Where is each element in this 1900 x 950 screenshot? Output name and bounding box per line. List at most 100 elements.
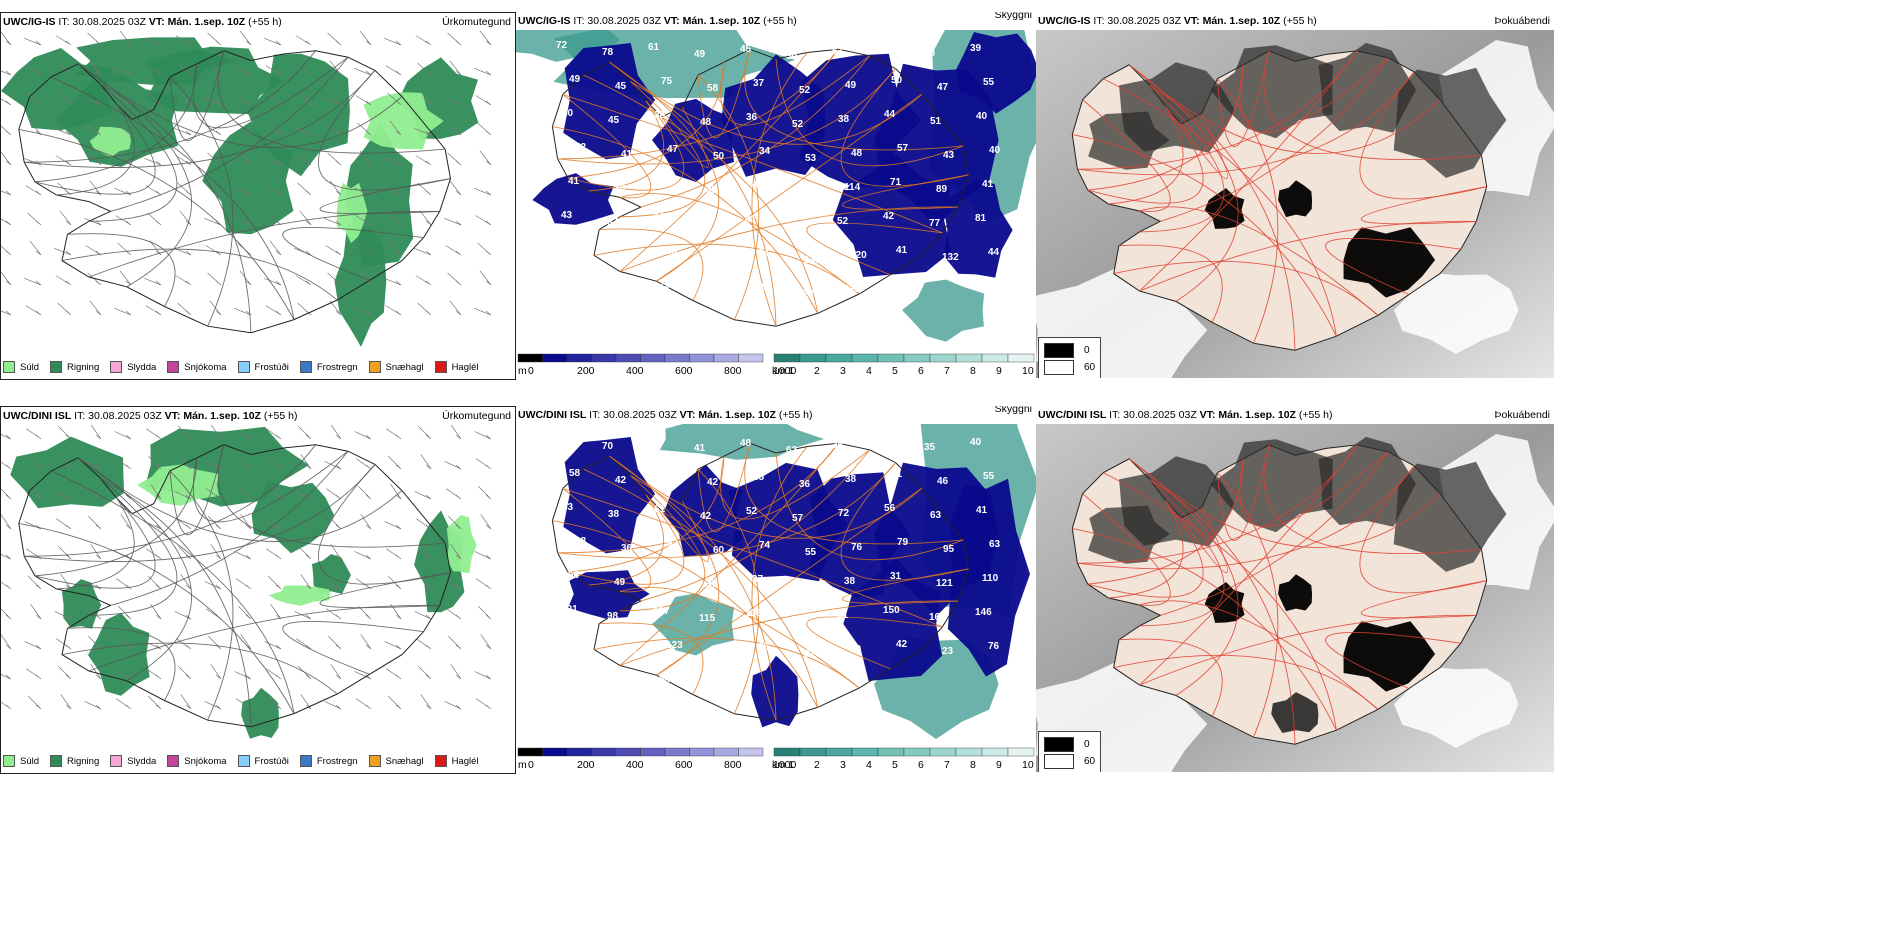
road-line [630, 475, 777, 721]
road-line [609, 455, 720, 676]
wind-barb [177, 182, 192, 196]
cloud-map [516, 30, 1036, 352]
ceiling-colorbar-step [615, 747, 641, 757]
legend-swatch [299, 361, 312, 373]
model-name: UWC/IG-IS [1038, 15, 1091, 27]
road-line [619, 443, 839, 666]
ceiling-value-label: 40 [752, 180, 764, 191]
wind-barb [358, 486, 372, 500]
wind-barb [448, 516, 462, 530]
wind-barb [144, 277, 162, 286]
road-line [806, 222, 943, 276]
visibility-unit: km [772, 759, 786, 771]
wind-barb [27, 212, 42, 226]
ceiling-value-label: 39 [970, 43, 982, 54]
wind-barb [384, 641, 402, 650]
visibility-tick-label: 6 [918, 365, 924, 377]
legend-item: Snæhagl [368, 755, 424, 767]
ceiling-value-label: 48 [851, 148, 863, 159]
high-fog-index-area [1210, 439, 1333, 533]
wind-barb [1, 553, 12, 560]
low-ceiling-area [832, 154, 952, 277]
ceiling-value-label: 530 [843, 284, 860, 295]
road-line [1082, 99, 1171, 212]
road-line [1128, 64, 1239, 302]
wind-barb [238, 606, 252, 620]
visibility-tick-label: 1 [788, 365, 794, 377]
wind-barb [417, 62, 432, 76]
ceiling-value-label: 98 [607, 611, 619, 622]
road-line [1118, 638, 1223, 717]
road-line [775, 452, 964, 561]
wind-barb [208, 636, 222, 650]
wind-barb [295, 275, 312, 286]
visibility-tick-label: 7 [944, 365, 950, 377]
wind-barb [1, 488, 12, 500]
colorbars: m 0 200 400 600 800 1000 km 1 2 3 4 5 6 7 8 9 10 [516, 746, 1036, 772]
wind-barb [415, 35, 432, 46]
legend-item: Frostregn [299, 361, 358, 373]
wind-barb [26, 668, 42, 680]
road-line [1216, 472, 1279, 738]
fog-core-area [1204, 582, 1245, 623]
wind-barb [480, 634, 492, 650]
ceiling-value-label: 42 [707, 477, 719, 488]
low-visibility-area [516, 30, 621, 62]
visibility-colorbar-step [825, 353, 853, 363]
ceiling-value-label: 107 [653, 606, 670, 617]
wind-barb [28, 576, 42, 590]
legend-swatch [368, 361, 381, 373]
road-line [1263, 50, 1482, 161]
wind-barb [298, 426, 312, 440]
ceiling-value-label: 52 [799, 85, 811, 96]
wind-barb [60, 574, 72, 590]
road-line [24, 444, 316, 557]
road-line [61, 248, 338, 301]
visibility-colorbar-step [1007, 747, 1035, 757]
legend-swatch [299, 755, 312, 767]
wind-barb [54, 247, 72, 256]
road-line [319, 178, 451, 215]
road-line [1216, 78, 1279, 344]
road-line [18, 128, 295, 320]
road-line [282, 227, 424, 281]
ceiling-value-label: 42 [700, 511, 712, 522]
wind-barb [239, 31, 252, 46]
legend-label: Frostregn [316, 755, 358, 767]
high-fog-index-area [1393, 461, 1507, 572]
wind-barb [1, 151, 12, 166]
road-line [552, 126, 818, 314]
road-line [751, 52, 808, 327]
road-line [1239, 451, 1389, 528]
wind-barb [86, 488, 102, 500]
ceiling-value-label: 37 [706, 579, 718, 590]
road-line [840, 462, 969, 581]
wind-barb [178, 666, 192, 680]
fog-legend-label: 60 [1084, 362, 1096, 373]
road-line [552, 520, 818, 708]
ceiling-value-label: 72 [838, 508, 850, 519]
fog-legend-swatch [1044, 360, 1074, 375]
ceiling-value-label: 42 [575, 142, 587, 153]
wind-barb [480, 514, 492, 530]
wind-barb [54, 611, 72, 620]
road-line [34, 496, 156, 589]
legend-swatch [50, 755, 63, 767]
wind-barb [475, 95, 492, 106]
wind-barb [360, 514, 372, 530]
wind-barb [175, 275, 192, 286]
road-line [656, 94, 922, 282]
ceiling-colorbar-step [542, 747, 568, 757]
coastline [551, 48, 969, 327]
wind-barb [87, 32, 102, 46]
road-line [697, 49, 751, 139]
wind-barb [114, 431, 132, 440]
wind-barb [477, 122, 492, 136]
precip-map [1, 425, 492, 739]
ceiling-value-label: 38 [845, 474, 857, 485]
road-line [218, 50, 446, 154]
ceiling-value-label: 53 [667, 538, 679, 549]
ceiling-value-label: 45 [666, 246, 678, 257]
wind-barb [238, 486, 252, 500]
visibility-colorbar-step [773, 747, 801, 757]
